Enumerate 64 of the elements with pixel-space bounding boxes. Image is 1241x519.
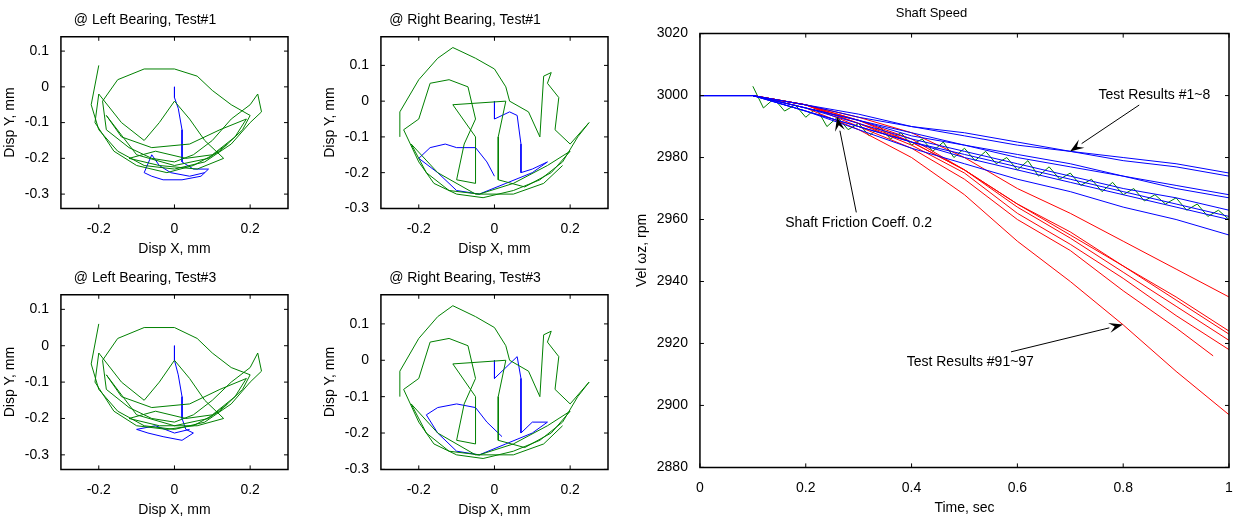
x-tick-label: 0.2: [796, 478, 816, 495]
y-tick-label: -0.1: [24, 113, 50, 130]
annotation: Shaft Friction Coeff. 0.2: [785, 213, 933, 230]
y-tick-label: 2900: [656, 396, 689, 413]
y-tick-label: 2880: [656, 458, 689, 475]
y-tick-label: -0.2: [344, 423, 370, 440]
y-tick-label: 0.1: [349, 56, 370, 73]
y-tick-label: -0.1: [24, 372, 50, 389]
y-tick-label: 0: [361, 92, 370, 109]
chart-title: Shaft Speed: [895, 5, 968, 21]
x-tick-label: -0.2: [406, 219, 432, 236]
y-axis-title: Vel ωz, rpm: [633, 213, 650, 288]
x-tick-label: 0.6: [1007, 478, 1028, 495]
y-axis-title: Disp Y, mm: [321, 87, 338, 158]
y-tick-label: -0.3: [24, 445, 50, 462]
y-tick-label: -0.1: [344, 127, 370, 144]
x-axis-title: Disp X, mm: [458, 240, 531, 257]
chart-title: @ Left Bearing, Test#3: [73, 269, 217, 286]
annotation: Test Results #91~97: [906, 352, 1035, 369]
y-tick-label: 2980: [656, 148, 689, 165]
x-tick-label: 1: [1225, 478, 1234, 495]
x-tick-label: 0: [170, 480, 179, 497]
y-tick-label: 3020: [656, 24, 689, 41]
x-axis-title: Disp X, mm: [138, 501, 211, 518]
x-tick-label: 0.2: [560, 480, 581, 497]
y-tick-label: 0.1: [349, 314, 370, 331]
x-tick-label: 0.2: [240, 219, 261, 236]
y-tick-label: 2960: [656, 210, 689, 227]
x-tick-label: 0: [170, 219, 179, 236]
y-tick-label: 0.1: [29, 41, 50, 58]
x-tick-label: 0.4: [901, 478, 922, 495]
y-tick-label: -0.2: [24, 409, 50, 426]
y-tick-label: -0.2: [24, 149, 50, 166]
y-axis-title: Disp Y, mm: [1, 346, 18, 418]
x-tick-label: -0.2: [86, 219, 112, 236]
y-tick-label: 2920: [656, 334, 689, 351]
annotation: Test Results #1~8: [1098, 85, 1211, 102]
chart-title: @ Right Bearing, Test#3: [389, 269, 542, 286]
y-tick-label: -0.3: [344, 199, 370, 216]
y-tick-label: -0.1: [344, 387, 370, 404]
y-tick-label: -0.3: [344, 460, 370, 477]
x-tick-label: 0.2: [560, 219, 581, 236]
y-tick-label: -0.2: [344, 163, 370, 180]
x-tick-label: 0: [490, 219, 499, 236]
x-tick-label: -0.2: [406, 480, 432, 497]
chart-title: @ Right Bearing, Test#1: [389, 11, 542, 28]
x-axis-title: Disp X, mm: [458, 501, 531, 518]
x-axis-title: Disp X, mm: [138, 240, 211, 257]
chart-title: @ Left Bearing, Test#1: [73, 11, 217, 28]
y-tick-label: 0.1: [29, 300, 50, 317]
y-tick-label: 2940: [656, 272, 689, 289]
x-axis-title: Time, sec: [934, 499, 995, 516]
y-axis-title: Disp Y, mm: [1, 87, 18, 158]
y-axis-title: Disp Y, mm: [321, 346, 338, 418]
x-tick-label: 0: [490, 480, 499, 497]
y-tick-label: 0: [361, 351, 370, 368]
x-tick-label: -0.2: [86, 480, 112, 497]
y-tick-label: 0: [41, 77, 50, 94]
x-tick-label: 0.2: [240, 480, 261, 497]
y-tick-label: 3000: [656, 86, 689, 103]
x-tick-label: 0: [696, 478, 705, 495]
x-tick-label: 0.8: [1113, 478, 1134, 495]
y-tick-label: 0: [41, 336, 50, 353]
y-tick-label: -0.3: [24, 184, 50, 201]
